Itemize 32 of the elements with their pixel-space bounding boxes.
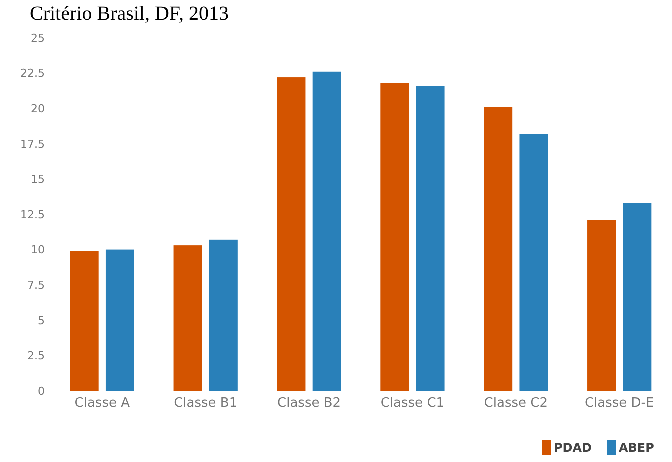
bar	[70, 251, 99, 391]
bar	[380, 83, 410, 391]
y-tick-label: 22.5	[20, 67, 45, 80]
y-tick-label: 0	[38, 384, 45, 398]
x-tick-label: Classe A	[74, 396, 130, 411]
x-tick-label: Classe B2	[278, 396, 342, 411]
bar	[209, 240, 238, 391]
bar	[416, 86, 445, 391]
x-tick-label: Classe C1	[380, 396, 445, 411]
x-tick-label: Classe D-E	[584, 396, 654, 411]
chart-title: Critério Brasil, DF, 2013	[30, 3, 229, 25]
y-tick-label: 2.5	[28, 350, 45, 363]
legend-label: ABEP	[619, 441, 655, 455]
bar	[623, 203, 652, 391]
x-tick-label: Classe B1	[174, 396, 238, 411]
y-tick-label: 12.5	[20, 208, 45, 222]
bar	[588, 220, 616, 391]
bar	[312, 72, 342, 391]
bar	[174, 246, 202, 391]
bar	[106, 250, 134, 391]
y-tick-label: 15	[31, 173, 45, 186]
legend-label: PDAD	[554, 441, 592, 455]
bar	[484, 107, 513, 391]
y-tick-label: 7.5	[28, 278, 45, 292]
y-tick-label: 20	[31, 102, 45, 116]
y-tick-label: 10	[31, 244, 45, 257]
y-tick-label: 5	[38, 314, 45, 328]
y-tick-label: 25	[31, 32, 45, 45]
x-tick-label: Classe C2	[484, 396, 548, 411]
bar	[520, 134, 548, 391]
bar	[277, 78, 306, 391]
y-tick-label: 17.5	[20, 138, 45, 151]
